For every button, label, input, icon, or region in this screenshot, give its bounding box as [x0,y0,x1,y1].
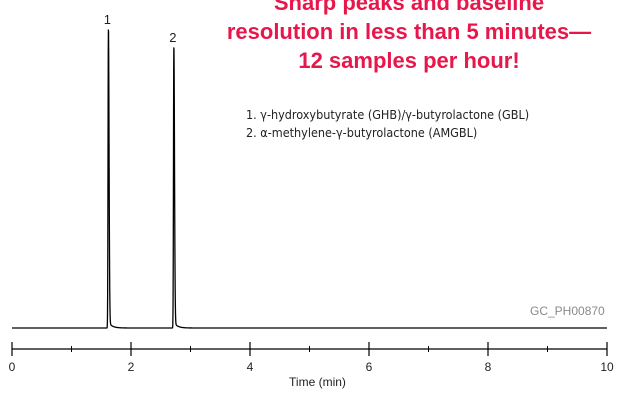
headline: Sharp peaks and baseline resolution in l… [190,0,619,75]
headline-line-2: resolution in less than 5 minutes— [226,19,592,44]
x-tick-label: 0 [9,360,16,374]
x-axis: 0 2 4 6 8 10 [9,342,614,374]
peak-legend: 1. γ-hydroxybutyrate (GHB)/γ-butyrolacto… [246,106,529,142]
peak-label: 2 [169,30,176,45]
x-tick-label: 2 [128,360,135,374]
x-tick-label: 6 [366,360,373,374]
headline-line-3: 12 samples per hour! [298,48,520,73]
x-axis-label: Time (min) [0,375,619,389]
chromatogram-trace [11,29,608,329]
x-axis-label-text: Time (min) [289,375,346,389]
headline-line-1: Sharp peaks and baseline [273,0,545,15]
x-tick-label: 8 [485,360,492,374]
x-tick-label: 10 [600,360,614,374]
peak-label: 1 [104,12,111,27]
figure-code: GC_PH00870 [530,304,605,318]
x-tick-label: 4 [247,360,254,374]
legend-item-2: 2. α-methylene-γ-butyrolactone (AMGBL) [246,125,478,140]
legend-item-1: 1. γ-hydroxybutyrate (GHB)/γ-butyrolacto… [246,107,530,122]
peak-labels: 12 [104,12,177,45]
